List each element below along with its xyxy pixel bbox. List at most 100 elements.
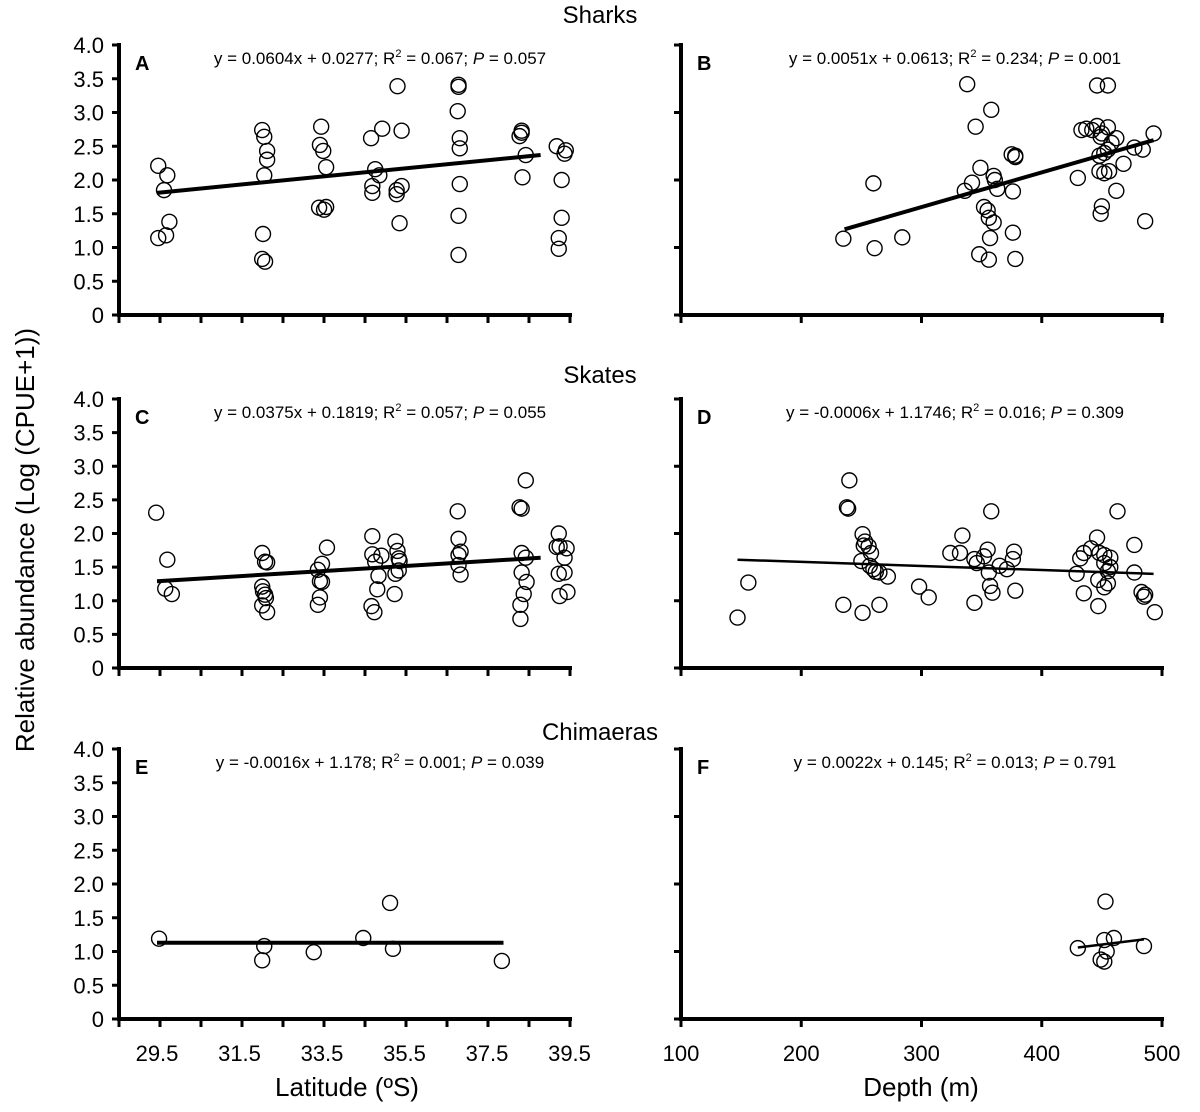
- data-point: [514, 169, 531, 186]
- data-point: [558, 540, 575, 557]
- data-point: [374, 120, 391, 137]
- y-tick-label: 4.0: [73, 737, 104, 762]
- data-point: [910, 578, 928, 595]
- data-point: [866, 239, 883, 257]
- y-tick-label: 2.5: [73, 134, 104, 159]
- data-point: [256, 253, 274, 270]
- data-point: [854, 604, 871, 622]
- regression-equation: y = 0.0051x + 0.0613; R2 = 0.234; P = 0.…: [789, 48, 1121, 68]
- y-axis-title: Relative abundance (Log (CPUE+1)): [10, 328, 40, 752]
- y-tick-label: 1.5: [73, 555, 104, 580]
- data-point: [513, 544, 530, 562]
- data-point: [1096, 579, 1113, 596]
- data-point: [450, 530, 467, 548]
- data-point: [551, 538, 568, 555]
- data-point: [740, 574, 757, 591]
- data-point: [835, 230, 852, 247]
- data-point: [1105, 929, 1123, 947]
- data-point: [253, 121, 271, 139]
- y-tick-label: 0: [92, 303, 104, 328]
- panel-a: 0 0.5 1.0 1.5 2.0 2.5 3.0 3.5 4.0 A y = 0.0604x + …: [73, 33, 574, 328]
- data-point: [989, 180, 1006, 197]
- data-point: [1069, 939, 1087, 957]
- data-point: [981, 229, 999, 247]
- data-point: [155, 181, 173, 199]
- data-point: [384, 940, 402, 957]
- x-axis-title-latitude: Latitude (ºS): [275, 1072, 419, 1102]
- data-point: [1007, 148, 1024, 166]
- panel-f: 100 200 300 400 500 F y = 0.0022x + 0.145; R2 …: [663, 747, 1181, 1066]
- data-point: [518, 573, 535, 591]
- y-tick-label: 1.5: [73, 202, 104, 227]
- data-point: [256, 167, 273, 184]
- data-point: [381, 894, 399, 912]
- panel-letter: E: [135, 757, 148, 779]
- x-tick-label: 500: [1144, 1041, 1181, 1066]
- data-point: [838, 499, 856, 516]
- data-point: [450, 546, 467, 564]
- data-point: [370, 567, 387, 585]
- data-point: [550, 565, 567, 583]
- data-point: [258, 151, 276, 168]
- data-point: [871, 596, 888, 613]
- data-point: [871, 564, 888, 581]
- y-tick-label: 0: [92, 656, 104, 681]
- data-point: [159, 551, 176, 568]
- data-point: [879, 568, 897, 585]
- data-point: [860, 538, 877, 555]
- data-point: [355, 929, 372, 947]
- data-point: [975, 548, 993, 565]
- data-point: [371, 167, 388, 184]
- y-tick-label: 1.0: [73, 589, 104, 614]
- x-tick-label: 300: [903, 1041, 940, 1066]
- data-point: [1004, 550, 1022, 568]
- x-tick-label: 200: [783, 1041, 820, 1066]
- data-point: [388, 185, 405, 203]
- y-tick-label: 3.5: [73, 771, 104, 796]
- data-point: [991, 557, 1008, 574]
- data-point: [157, 580, 174, 597]
- data-point: [364, 527, 381, 545]
- data-point: [1099, 562, 1117, 580]
- data-point: [1099, 575, 1117, 592]
- data-point: [550, 240, 567, 258]
- data-point: [318, 539, 336, 556]
- data-point: [517, 472, 534, 489]
- data-point: [1100, 163, 1118, 180]
- data-point: [894, 229, 911, 246]
- data-point: [1136, 586, 1154, 603]
- data-point: [980, 251, 998, 268]
- data-point: [1097, 893, 1114, 910]
- data-point: [253, 544, 271, 562]
- data-point: [553, 209, 570, 227]
- data-point: [966, 550, 983, 568]
- panel-e: 0 0.5 1.0 1.5 2.0 2.5 3.0 3.5 4.0 29.5 31.5 33.5 35.…: [73, 737, 591, 1066]
- data-point: [451, 140, 468, 157]
- panel-letter: F: [697, 757, 709, 779]
- x-tick-label: 35.5: [383, 1041, 426, 1066]
- data-point: [513, 500, 530, 517]
- x-tick-label: 29.5: [136, 1041, 179, 1066]
- data-point: [258, 142, 276, 160]
- data-point: [450, 246, 467, 264]
- y-tick-label: 3.0: [73, 805, 104, 830]
- x-tick-label: 100: [663, 1041, 700, 1066]
- data-point: [366, 603, 383, 621]
- data-point: [1126, 139, 1143, 156]
- y-tick-label: 2.5: [73, 488, 104, 513]
- data-point: [452, 543, 469, 560]
- data-point: [389, 77, 406, 95]
- data-point: [956, 182, 973, 200]
- data-point: [1093, 198, 1111, 215]
- data-point: [254, 225, 272, 243]
- data-point: [556, 145, 573, 162]
- data-point: [513, 564, 530, 581]
- data-point: [1092, 951, 1109, 968]
- data-point: [157, 227, 175, 244]
- data-point: [313, 573, 331, 591]
- data-point: [389, 542, 406, 560]
- data-point: [312, 118, 330, 135]
- data-point: [954, 527, 971, 544]
